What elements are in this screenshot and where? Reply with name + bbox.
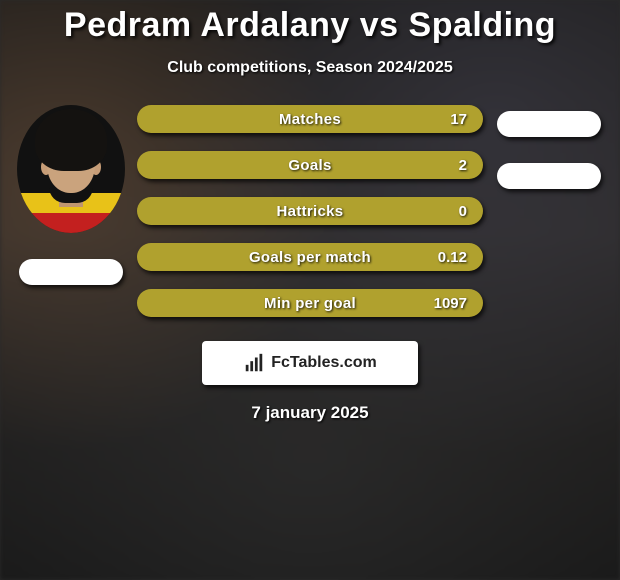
bar-chart-icon [243, 352, 265, 374]
stat-label: Goals [288, 157, 331, 174]
page-title: Pedram Ardalany vs Spalding [0, 0, 620, 45]
player-right-name-pill [497, 111, 601, 137]
stat-bar: Goals 2 [137, 151, 483, 179]
player-right-column [489, 105, 609, 189]
stat-value: 17 [450, 111, 467, 128]
stat-value: 0.12 [438, 249, 467, 266]
stat-bars: Matches 17 Goals 2 Hattricks 0 Goals per match… [137, 105, 483, 317]
stat-label: Goals per match [249, 249, 371, 266]
stat-label: Hattricks [277, 203, 344, 220]
stat-bar: Hattricks 0 [137, 197, 483, 225]
stat-value: 1097 [434, 295, 467, 312]
date-text: 7 january 2025 [0, 403, 620, 423]
stat-value: 2 [459, 157, 467, 174]
stat-value: 0 [459, 203, 467, 220]
player-left-avatar [17, 105, 125, 233]
player-left-name-pill [19, 259, 123, 285]
attribution-badge: FcTables.com [202, 341, 418, 385]
stat-bar: Matches 17 [137, 105, 483, 133]
player-right-name-pill [497, 163, 601, 189]
stat-bar: Goals per match 0.12 [137, 243, 483, 271]
stat-label: Matches [279, 111, 341, 128]
comparison-content: Matches 17 Goals 2 Hattricks 0 Goals per match… [0, 105, 620, 317]
stat-bar: Min per goal 1097 [137, 289, 483, 317]
stat-label: Min per goal [264, 295, 356, 312]
attribution-text: FcTables.com [271, 354, 377, 372]
player-left-column [11, 105, 131, 285]
subtitle: Club competitions, Season 2024/2025 [0, 59, 620, 77]
